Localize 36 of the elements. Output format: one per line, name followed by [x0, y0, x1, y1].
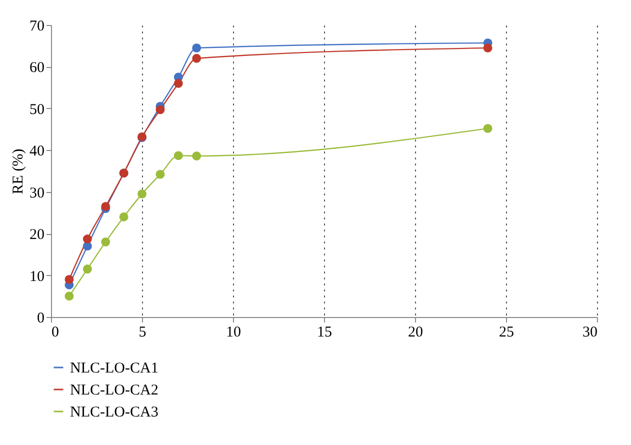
x-tick-label: 30 — [582, 324, 598, 340]
x-tick-label: 15 — [317, 324, 332, 340]
x-tick-label: 10 — [226, 324, 241, 340]
point — [101, 202, 110, 211]
point — [483, 43, 492, 52]
point — [119, 212, 128, 222]
y-tick-label: 30 — [30, 185, 44, 202]
y-tick-label: 40 — [30, 144, 44, 160]
y-tick-label: 70 — [30, 18, 44, 34]
y-tick-label: 0 — [37, 310, 44, 326]
point — [192, 54, 202, 63]
point — [82, 264, 92, 274]
x-tick-label: 0 — [52, 324, 59, 340]
point — [101, 237, 110, 246]
point — [64, 274, 74, 284]
point — [64, 292, 74, 301]
point — [82, 234, 92, 244]
point — [192, 152, 202, 160]
y-axis-title: RE (%) — [10, 148, 26, 194]
y-tick-label: 20 — [30, 227, 44, 244]
point — [156, 170, 165, 179]
legend-label: NLC-LO-CA1 — [70, 360, 158, 376]
y-tick-label: 60 — [30, 60, 44, 76]
legend-label: NLC-LO-CA3 — [70, 404, 158, 420]
point — [483, 124, 492, 133]
x-tick-label: 25 — [499, 324, 514, 340]
x-tick-label: 5 — [138, 324, 146, 340]
point — [156, 105, 165, 114]
point — [138, 189, 146, 198]
x-tick-label: 20 — [408, 324, 423, 340]
point — [192, 43, 202, 52]
y-tick-label: 10 — [30, 268, 44, 285]
legend-label: NLC-LO-CA2 — [70, 382, 158, 398]
point — [174, 151, 183, 160]
point — [174, 78, 183, 88]
y-tick-label: 50 — [30, 102, 44, 118]
